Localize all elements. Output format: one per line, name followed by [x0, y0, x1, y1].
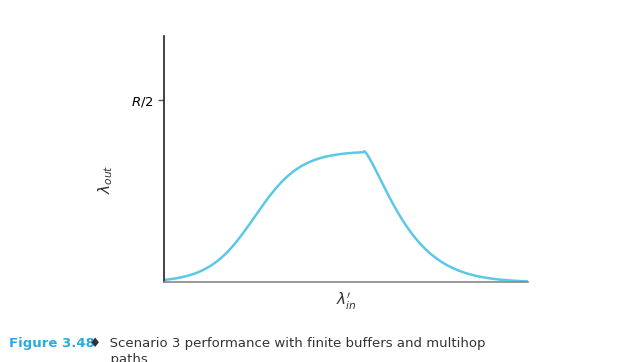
- Text: paths: paths: [85, 353, 148, 362]
- X-axis label: $\lambda^{\prime}_{in}$: $\lambda^{\prime}_{in}$: [336, 291, 356, 312]
- Text: Figure 3.48: Figure 3.48: [9, 337, 96, 350]
- Text: $\lambda_{out}$: $\lambda_{out}$: [96, 164, 114, 194]
- Text: ♦  Scenario 3 performance with finite buffers and multihop: ♦ Scenario 3 performance with finite buf…: [85, 337, 486, 350]
